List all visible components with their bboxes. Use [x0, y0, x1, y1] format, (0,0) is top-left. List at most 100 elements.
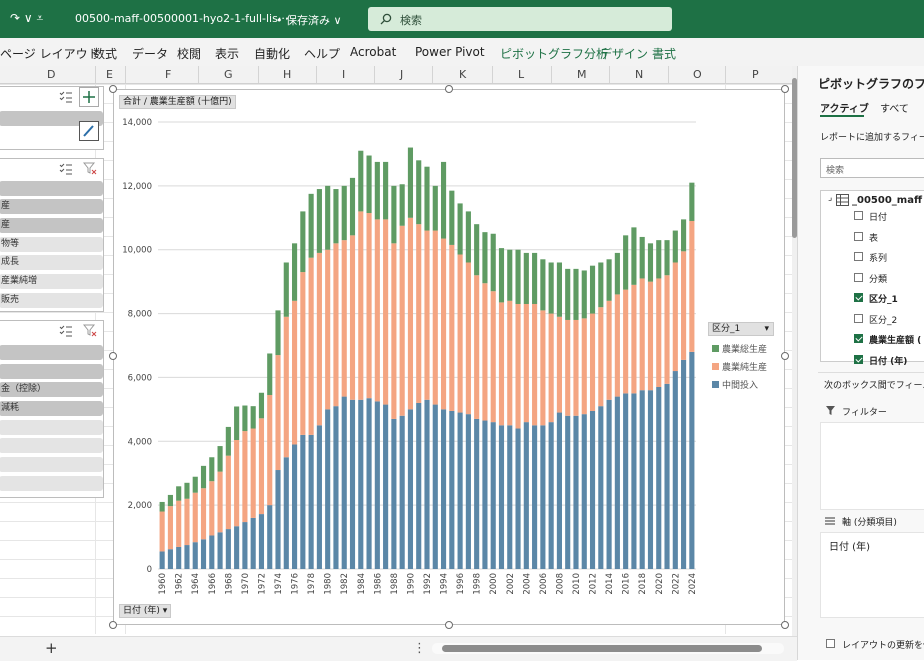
tab-page-layout[interactable]: ページ レイアウト — [0, 47, 100, 61]
field-label[interactable]: 区分_2 — [869, 315, 898, 326]
bar-segment[interactable] — [358, 150, 364, 212]
bar-segment[interactable] — [449, 244, 455, 411]
quick-access-toolbar[interactable]: ↷ ∨ ⩡ — [10, 11, 44, 25]
bar-segment[interactable] — [482, 283, 488, 421]
bar-segment[interactable] — [308, 257, 314, 435]
bar-segment[interactable] — [432, 185, 438, 231]
slicer-item[interactable]: 金（控除） — [0, 382, 103, 397]
bar-segment[interactable] — [275, 310, 281, 356]
column-header[interactable]: D — [47, 68, 56, 81]
clear-filter-icon[interactable] — [83, 324, 97, 337]
bar-segment[interactable] — [209, 481, 215, 536]
bar-segment[interactable] — [167, 549, 173, 569]
slicer-item[interactable]: 産業純増 — [0, 274, 103, 289]
bar-segment[interactable] — [589, 410, 596, 569]
bar-segment[interactable] — [573, 415, 579, 569]
bar-segment[interactable] — [548, 313, 554, 423]
table-name[interactable]: _00500_maff — [852, 195, 923, 206]
bar-segment[interactable] — [465, 414, 471, 569]
bar-segment[interactable] — [474, 418, 480, 569]
bar-segment[interactable] — [498, 302, 505, 426]
tab-power-pivot[interactable]: Power Pivot — [415, 45, 485, 59]
field-checkbox[interactable] — [854, 354, 863, 364]
bar-segment[interactable] — [457, 254, 463, 413]
bar-segment[interactable] — [672, 371, 678, 569]
field-label[interactable]: 区分_1 — [869, 295, 898, 305]
field-checkbox[interactable] — [854, 272, 863, 282]
bar-segment[interactable] — [598, 262, 604, 308]
multi-select-icon[interactable] — [59, 91, 73, 103]
bar-segment[interactable] — [341, 240, 347, 397]
bar-segment[interactable] — [225, 529, 231, 569]
bar-segment[interactable] — [465, 211, 471, 263]
bar-segment[interactable] — [623, 289, 629, 394]
bar-segment[interactable] — [316, 189, 322, 253]
bar-segment[interactable] — [349, 399, 356, 569]
bar-segment[interactable] — [416, 402, 422, 569]
horizontal-scroll-thumb[interactable] — [442, 645, 762, 652]
bar-segment[interactable] — [416, 224, 422, 403]
bar-segment[interactable] — [507, 425, 513, 569]
value-field-button[interactable]: 合計 / 農業生産額 (十億円) — [119, 95, 236, 109]
bar-segment[interactable] — [416, 160, 422, 225]
bar-segment[interactable] — [242, 405, 248, 432]
workbook-filename[interactable]: 00500-maff-00500001-hyo2-1-full-lis··· — [75, 12, 289, 25]
bar-segment[interactable] — [333, 189, 339, 244]
multi-select-icon[interactable] — [59, 163, 73, 175]
bar-segment[interactable] — [217, 471, 223, 533]
bar-segment[interactable] — [258, 514, 265, 569]
bar-segment[interactable] — [490, 422, 496, 569]
slicer-item[interactable]: 成長 — [0, 255, 103, 270]
bar-segment[interactable] — [631, 393, 637, 569]
bar-segment[interactable] — [366, 155, 372, 213]
bar-segment[interactable] — [647, 243, 654, 282]
bar-segment[interactable] — [283, 316, 289, 458]
bar-segment[interactable] — [283, 457, 289, 569]
scrollbar-thumb[interactable] — [792, 78, 797, 238]
bar-segment[interactable] — [349, 235, 356, 400]
bar-segment[interactable] — [631, 284, 637, 394]
bar-segment[interactable] — [532, 303, 538, 426]
tab-active[interactable]: アクティブ — [820, 104, 869, 115]
column-header[interactable]: I — [342, 68, 346, 81]
column-header[interactable]: K — [459, 68, 467, 81]
slicer-item[interactable]: 産 — [0, 218, 103, 233]
tab-acrobat[interactable]: Acrobat — [350, 45, 397, 59]
field-checkbox[interactable] — [854, 313, 863, 323]
bar-segment[interactable] — [300, 434, 306, 569]
bar-segment[interactable] — [523, 422, 529, 569]
tab-format[interactable]: 書式 — [652, 47, 677, 61]
bar-segment[interactable] — [308, 193, 314, 258]
slicer-item[interactable] — [0, 364, 103, 379]
slicer-item[interactable] — [0, 420, 103, 435]
more-options-icon[interactable]: ⋮ — [413, 641, 426, 656]
bar-segment[interactable] — [267, 353, 273, 395]
bar-segment[interactable] — [449, 190, 455, 245]
bar-segment[interactable] — [184, 482, 190, 499]
collapse-icon[interactable]: ⌟ — [828, 193, 833, 203]
column-header[interactable]: G — [224, 68, 233, 81]
clear-filter-icon[interactable] — [83, 162, 97, 175]
column-header[interactable]: P — [752, 68, 759, 81]
bar-segment[interactable] — [647, 390, 654, 569]
bar-segment[interactable] — [159, 551, 165, 569]
field-label[interactable]: 系列 — [869, 254, 888, 264]
slicer-item[interactable]: 物等 — [0, 237, 103, 252]
bar-segment[interactable] — [292, 243, 298, 301]
slicer-item[interactable]: 販売 — [0, 293, 103, 308]
bar-segment[interactable] — [639, 390, 645, 569]
bar-segment[interactable] — [424, 166, 430, 231]
bar-segment[interactable] — [482, 232, 488, 284]
bar-segment[interactable] — [358, 399, 364, 569]
field-search-input[interactable]: 検索 — [820, 158, 924, 178]
bar-segment[interactable] — [300, 272, 306, 435]
bar-segment[interactable] — [267, 394, 273, 506]
bar-segment[interactable] — [383, 219, 389, 405]
bar-segment[interactable] — [250, 428, 256, 518]
bar-segment[interactable] — [689, 351, 695, 569]
bar-segment[interactable] — [300, 211, 306, 273]
bar-segment[interactable] — [258, 418, 265, 515]
bar-segment[interactable] — [532, 425, 538, 569]
legend-entry[interactable]: 中間投入 — [712, 378, 758, 391]
bar-segment[interactable] — [407, 147, 414, 218]
